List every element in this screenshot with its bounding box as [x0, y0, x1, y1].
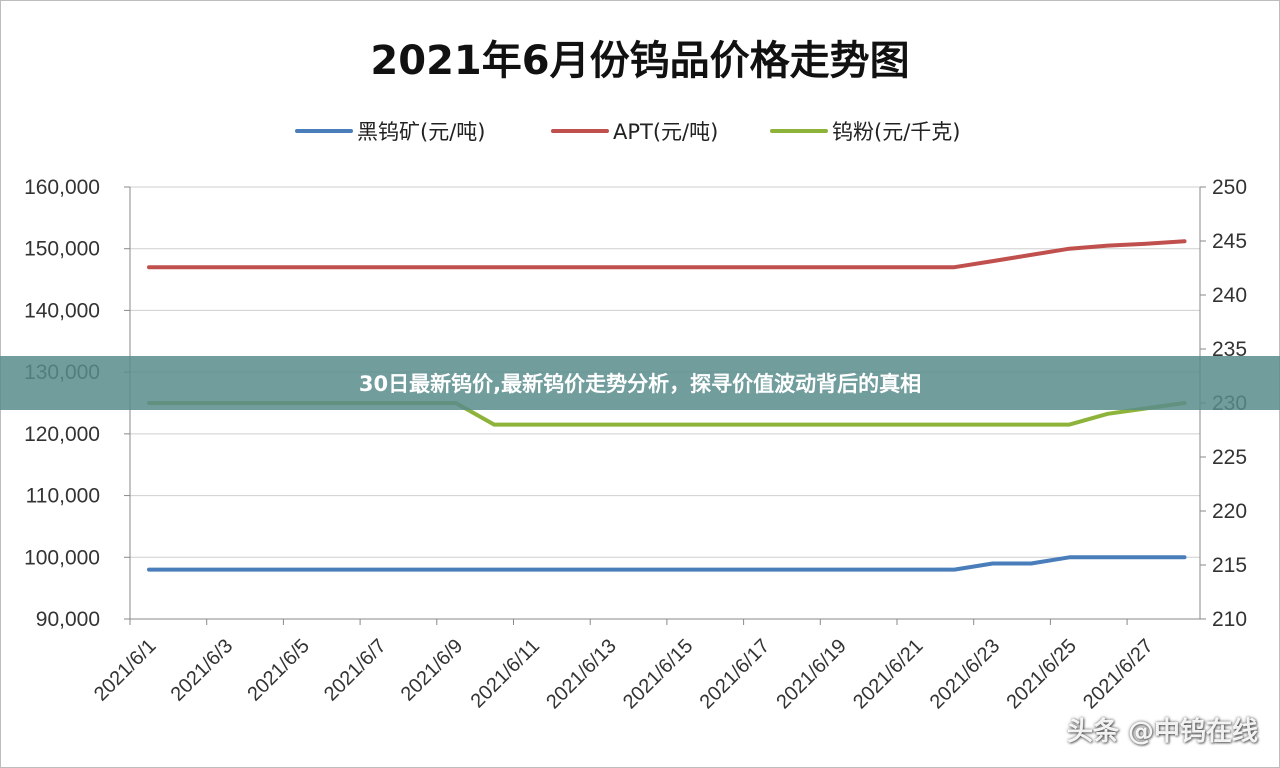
y-left-tick-label: 140,000 [24, 299, 100, 322]
series-line [147, 555, 1187, 572]
watermark: 头条 @中钨在线 [1066, 717, 1258, 747]
x-tick-label: 2021/6/23 [926, 635, 1004, 713]
x-tick-label: 2021/6/27 [1079, 635, 1157, 713]
y-left-tick-label: 160,000 [24, 176, 100, 199]
legend-label: APT(元/吨) [613, 120, 718, 144]
chart-axes: 90,000100,000110,000120,000130,000140,00… [24, 176, 1247, 713]
chart-title: 2021年6月份钨品价格走势图 [370, 38, 909, 84]
x-tick-label: 2021/6/15 [619, 635, 697, 713]
x-tick-label: 2021/6/25 [1002, 635, 1080, 713]
legend-label: 黑钨矿(元/吨) [357, 120, 485, 144]
x-tick-label: 2021/6/1 [90, 635, 161, 706]
y-left-tick-label: 120,000 [24, 423, 100, 446]
x-tick-label: 2021/6/19 [772, 635, 850, 713]
x-tick-label: 2021/6/9 [397, 635, 468, 706]
chart-legend: 黑钨矿(元/吨) APT(元/吨) 钨粉(元/千克) [295, 120, 960, 144]
legend-label: 钨粉(元/千克) [832, 120, 960, 144]
y-left-tick-label: 110,000 [26, 485, 100, 508]
y-right-tick-label: 220 [1212, 500, 1247, 523]
x-tick-label: 2021/6/3 [167, 635, 238, 706]
series-line [147, 239, 1187, 270]
y-right-tick-label: 235 [1212, 338, 1247, 361]
y-right-tick-label: 250 [1212, 176, 1247, 199]
y-right-tick-label: 245 [1212, 230, 1247, 253]
x-tick-label: 2021/6/11 [467, 635, 544, 712]
x-tick-label: 2021/6/5 [243, 635, 314, 706]
y-right-tick-label: 225 [1212, 446, 1247, 469]
headline-text: 30日最新钨价,最新钨价走势分析，探寻价值波动背后的真相 [358, 372, 922, 396]
y-right-tick-label: 215 [1212, 554, 1247, 577]
headline-banner: 30日最新钨价,最新钨价走势分析，探寻价值波动背后的真相 [0, 356, 1280, 410]
x-tick-label: 2021/6/7 [320, 635, 391, 706]
y-right-tick-label: 240 [1212, 284, 1247, 307]
x-tick-label: 2021/6/17 [696, 635, 774, 713]
y-left-tick-label: 100,000 [24, 546, 100, 569]
x-tick-label: 2021/6/21 [849, 635, 927, 713]
y-left-tick-label: 150,000 [24, 238, 100, 261]
x-tick-label: 2021/6/13 [542, 635, 620, 713]
y-left-tick-label: 90,000 [36, 608, 100, 631]
y-right-tick-label: 210 [1212, 608, 1247, 631]
